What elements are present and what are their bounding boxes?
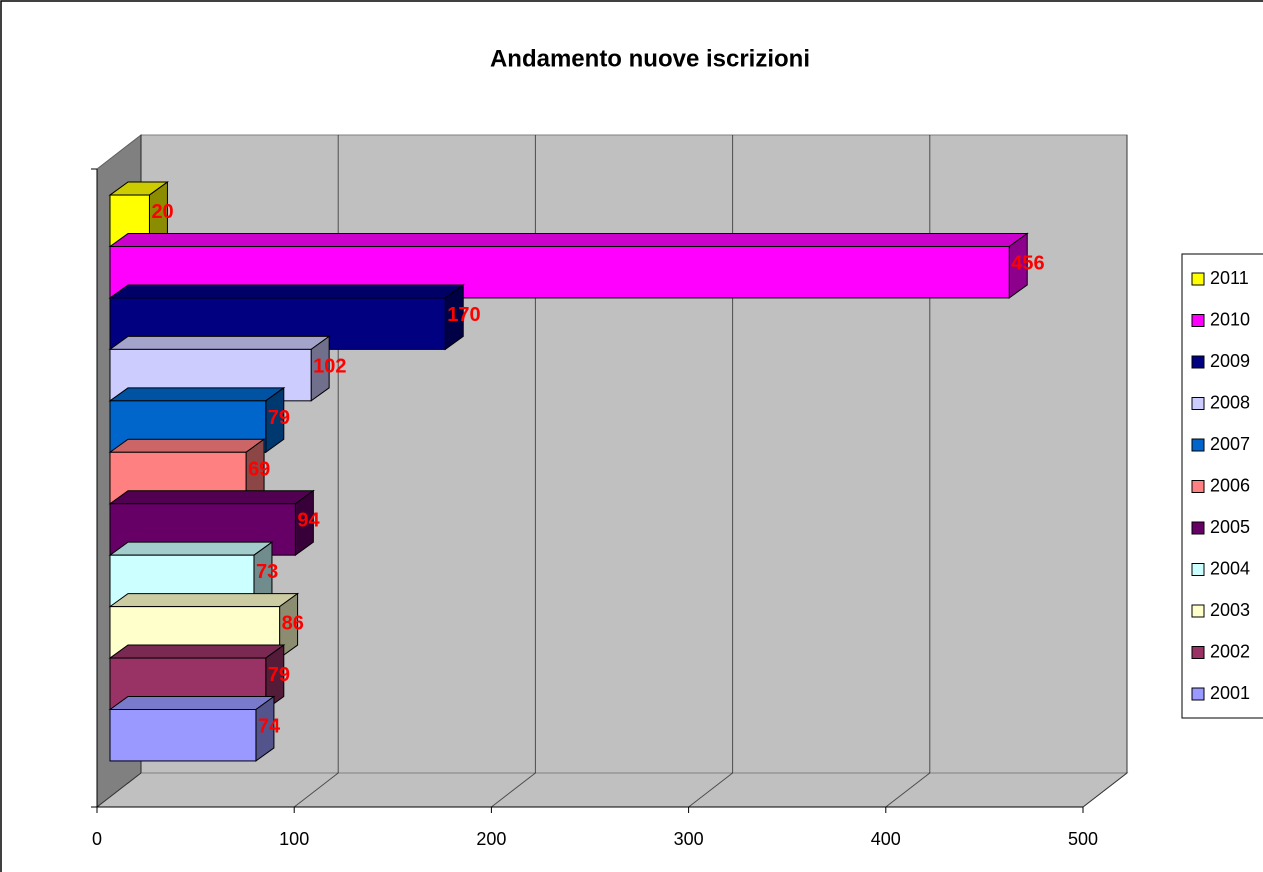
bar: [109, 709, 257, 762]
data-label: 20: [151, 201, 173, 223]
grid-line: [885, 772, 931, 808]
bar-top: [108, 541, 274, 556]
legend-swatch: [1191, 604, 1205, 618]
data-label: 86: [282, 613, 304, 635]
x-tick-label: 100: [279, 829, 309, 849]
legend-swatch: [1191, 272, 1205, 286]
bar-top: [108, 438, 266, 453]
x-tick-label: 0: [92, 829, 102, 849]
x-tick-label: 300: [674, 829, 704, 849]
legend-label: 2010: [1210, 309, 1250, 329]
data-label: 79: [268, 664, 290, 686]
data-label: 456: [1011, 252, 1044, 274]
legend-swatch: [1191, 314, 1205, 327]
grid-line: [491, 772, 536, 808]
legend-label: 2009: [1210, 351, 1250, 371]
x-tick-label: 200: [476, 829, 506, 849]
legend-label: 2005: [1210, 517, 1250, 537]
legend-label: 2011: [1210, 268, 1249, 288]
bar-top: [108, 387, 286, 402]
legend-label: 2004: [1210, 558, 1250, 578]
legend-swatch: [1191, 521, 1205, 535]
bar-top: [108, 232, 1029, 247]
legend-label: 2007: [1210, 434, 1250, 454]
legend-label: 2006: [1210, 475, 1250, 495]
legend-swatch: [1191, 687, 1205, 701]
bar-top: [108, 593, 300, 608]
data-label: 69: [248, 458, 270, 480]
bar-top: [108, 284, 465, 299]
legend-swatch: [1191, 397, 1205, 410]
data-label: 79: [268, 407, 290, 429]
legend-label: 2001: [1210, 683, 1250, 703]
grid-line: [293, 772, 339, 808]
grid-line: [1082, 772, 1128, 808]
data-label: 102: [313, 355, 346, 377]
data-label: 73: [256, 561, 278, 583]
data-label: 170: [447, 304, 480, 326]
bars: 20 456 170 102 79 69 94 73 86 79 74: [108, 181, 1045, 762]
legend-label: 2008: [1210, 392, 1250, 412]
chart-title: Andamento nuove iscrizioni: [490, 45, 810, 72]
legend-swatch: [1191, 646, 1205, 659]
legend-entries: 2011 2010 2009 2008 2007 2006 2005 2004 2003 2002…: [1191, 268, 1250, 703]
bar-top: [108, 490, 315, 505]
grid-line: [96, 772, 142, 808]
legend-swatch: [1191, 438, 1205, 452]
floor: [95, 772, 1129, 808]
legend-label: 2002: [1210, 641, 1250, 661]
x-tick-label: 500: [1068, 829, 1098, 849]
data-label: 74: [258, 716, 281, 738]
data-label: 94: [297, 510, 320, 532]
bar-top: [108, 696, 276, 711]
bar-top: [108, 644, 286, 659]
x-tick-label: 400: [871, 829, 901, 849]
legend-swatch: [1191, 563, 1205, 576]
legend-swatch: [1191, 355, 1205, 369]
legend-label: 2003: [1210, 600, 1250, 620]
bar-top: [108, 335, 331, 350]
grid-line: [688, 772, 733, 808]
legend-swatch: [1191, 480, 1205, 493]
